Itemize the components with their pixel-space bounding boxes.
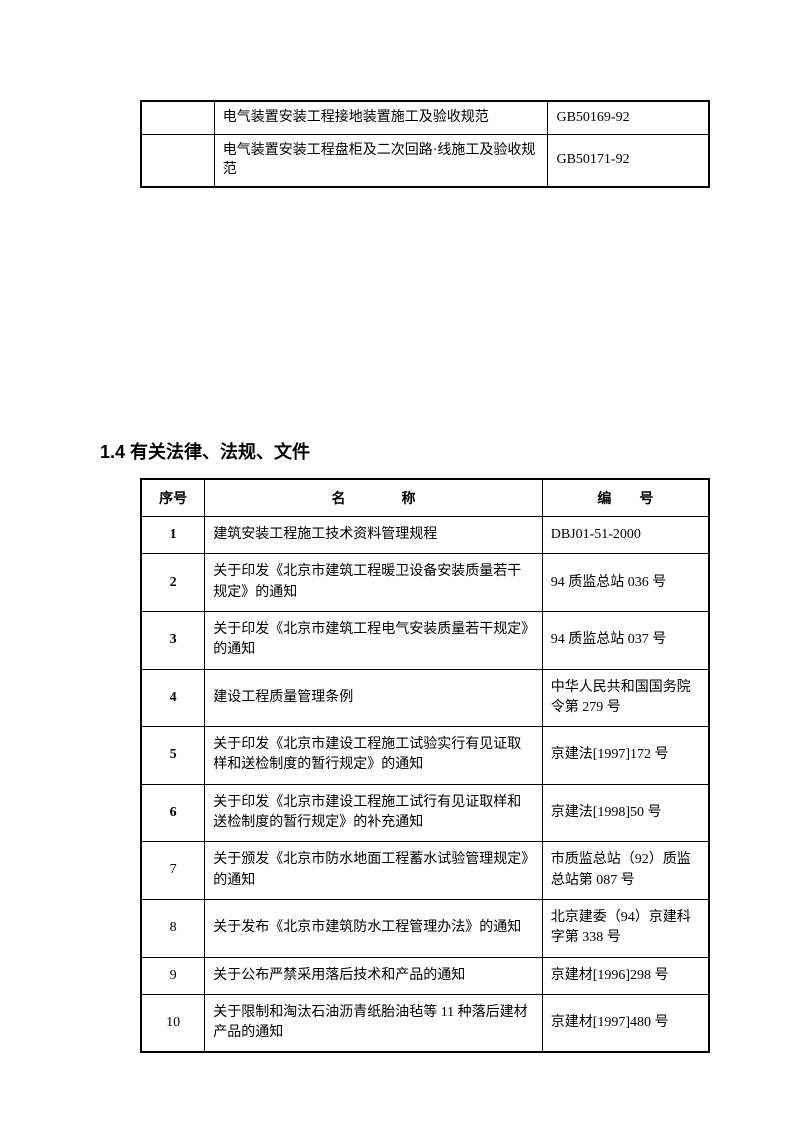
cell-seq: 4: [141, 669, 205, 727]
table-row: 3关于印发《北京市建筑工程电气安装质量若干规定》的通知94 质监总站 037 号: [141, 611, 709, 669]
standards-table: 电气装置安装工程接地装置施工及验收规范GB50169-92电气装置安装工程盘柜及…: [140, 100, 710, 188]
cell-name: 关于印发《北京市建设工程施工试验实行有见证取样和送检制度的暂行规定》的通知: [205, 727, 543, 785]
cell-code: 94 质监总站 037 号: [542, 611, 709, 669]
cell-code: 京建法[1997]172 号: [542, 727, 709, 785]
cell-empty: [141, 134, 214, 187]
cell-name: 关于印发《北京市建筑工程暖卫设备安装质量若干规定》的通知: [205, 554, 543, 612]
cell-code: 北京建委（94）京建科字第 338 号: [542, 899, 709, 957]
cell-name: 电气装置安装工程接地装置施工及验收规范: [214, 101, 548, 134]
table-row: 8关于发布《北京市建筑防水工程管理办法》的通知北京建委（94）京建科字第 338…: [141, 899, 709, 957]
cell-name: 关于发布《北京市建筑防水工程管理办法》的通知: [205, 899, 543, 957]
cell-code: 京建法[1998]50 号: [542, 784, 709, 842]
cell-code: 94 质监总站 036 号: [542, 554, 709, 612]
cell-name: 建筑安装工程施工技术资料管理规程: [205, 517, 543, 554]
header-seq: 序号: [141, 479, 205, 517]
cell-code: 市质监总站（92）质监总站第 087 号: [542, 842, 709, 900]
cell-seq: 5: [141, 727, 205, 785]
table-row: 4建设工程质量管理条例中华人民共和国国务院令第 279 号: [141, 669, 709, 727]
table-row: 9关于公布严禁采用落后技术和产品的通知京建材[1996]298 号: [141, 957, 709, 994]
cell-name: 关于印发《北京市建筑工程电气安装质量若干规定》的通知: [205, 611, 543, 669]
standards-table-body: 电气装置安装工程接地装置施工及验收规范GB50169-92电气装置安装工程盘柜及…: [141, 101, 709, 187]
table-row: 电气装置安装工程接地装置施工及验收规范GB50169-92: [141, 101, 709, 134]
cell-seq: 6: [141, 784, 205, 842]
table-row: 1建筑安装工程施工技术资料管理规程DBJ01-51-2000: [141, 517, 709, 554]
cell-seq: 7: [141, 842, 205, 900]
cell-seq: 9: [141, 957, 205, 994]
table-row: 10关于限制和淘汰石油沥青纸胎油毡等 11 种落后建材产品的通知京建材[1997…: [141, 994, 709, 1052]
cell-seq: 2: [141, 554, 205, 612]
table-row: 2关于印发《北京市建筑工程暖卫设备安装质量若干规定》的通知94 质监总站 036…: [141, 554, 709, 612]
cell-seq: 1: [141, 517, 205, 554]
cell-seq: 3: [141, 611, 205, 669]
cell-name: 电气装置安装工程盘柜及二次回路·线施工及验收规范: [214, 134, 548, 187]
cell-name: 建设工程质量管理条例: [205, 669, 543, 727]
cell-name: 关于限制和淘汰石油沥青纸胎油毡等 11 种落后建材产品的通知: [205, 994, 543, 1052]
section-heading: 1.4 有关法律、法规、文件: [100, 438, 720, 464]
table-row: 6关于印发《北京市建设工程施工试行有见证取样和送检制度的暂行规定》的补充通知京建…: [141, 784, 709, 842]
table-row: 电气装置安装工程盘柜及二次回路·线施工及验收规范GB50171-92: [141, 134, 709, 187]
table-header-row: 序号 名 称 编 号: [141, 479, 709, 517]
cell-name: 关于印发《北京市建设工程施工试行有见证取样和送检制度的暂行规定》的补充通知: [205, 784, 543, 842]
regulations-table-body: 1建筑安装工程施工技术资料管理规程DBJ01-51-20002关于印发《北京市建…: [141, 517, 709, 1053]
cell-code: GB50171-92: [548, 134, 709, 187]
cell-code: 京建材[1997]480 号: [542, 994, 709, 1052]
table-row: 7关于颁发《北京市防水地面工程蓄水试验管理规定》的通知市质监总站（92）质监总站…: [141, 842, 709, 900]
cell-seq: 8: [141, 899, 205, 957]
cell-code: DBJ01-51-2000: [542, 517, 709, 554]
cell-name: 关于公布严禁采用落后技术和产品的通知: [205, 957, 543, 994]
regulations-table-head: 序号 名 称 编 号: [141, 479, 709, 517]
document-page: 电气装置安装工程接地装置施工及验收规范GB50169-92电气装置安装工程盘柜及…: [0, 0, 800, 1113]
cell-code: 京建材[1996]298 号: [542, 957, 709, 994]
regulations-table: 序号 名 称 编 号 1建筑安装工程施工技术资料管理规程DBJ01-51-200…: [140, 478, 710, 1054]
cell-name: 关于颁发《北京市防水地面工程蓄水试验管理规定》的通知: [205, 842, 543, 900]
cell-code: 中华人民共和国国务院令第 279 号: [542, 669, 709, 727]
cell-empty: [141, 101, 214, 134]
cell-code: GB50169-92: [548, 101, 709, 134]
header-code: 编 号: [542, 479, 709, 517]
header-name: 名 称: [205, 479, 543, 517]
table-row: 5关于印发《北京市建设工程施工试验实行有见证取样和送检制度的暂行规定》的通知京建…: [141, 727, 709, 785]
cell-seq: 10: [141, 994, 205, 1052]
